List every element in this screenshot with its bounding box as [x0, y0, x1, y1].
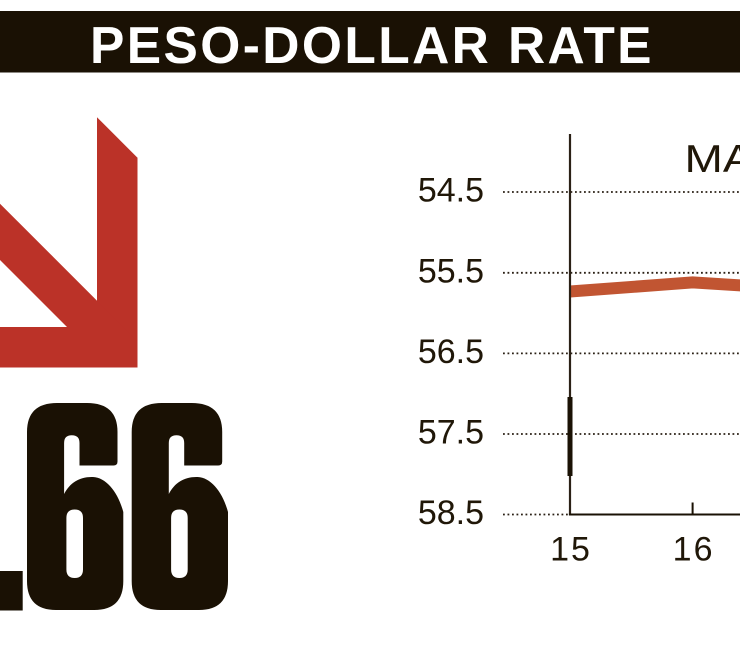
svg-text:15: 15: [550, 531, 592, 569]
svg-text:PESO-DOLLAR RATE: PESO-DOLLAR RATE: [90, 16, 654, 74]
svg-text:58.5: 58.5: [418, 494, 484, 532]
svg-text:57.5: 57.5: [418, 414, 484, 452]
svg-text:16: 16: [673, 531, 715, 569]
svg-text:55.5: 55.5: [418, 252, 484, 290]
svg-text:54.5: 54.5: [418, 172, 484, 210]
svg-text:56.5: 56.5: [418, 333, 484, 371]
svg-text:MAY: MAY: [685, 137, 740, 181]
